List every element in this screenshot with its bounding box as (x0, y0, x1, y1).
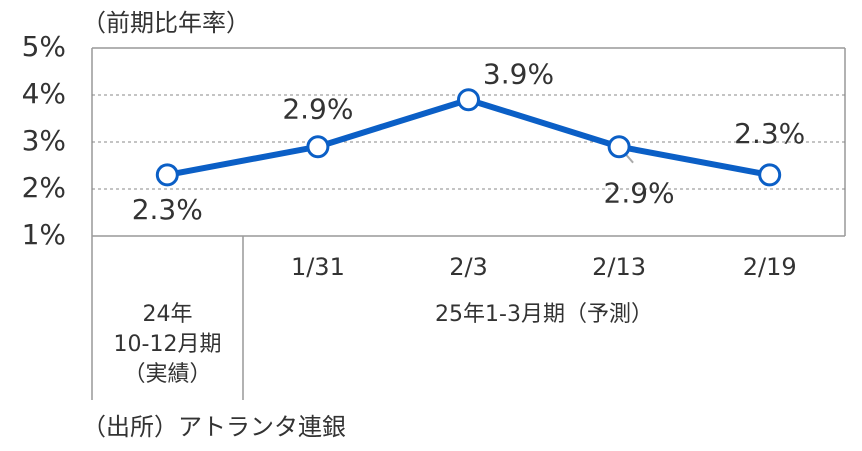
data-label: 2.9% (282, 93, 353, 126)
point (306, 135, 330, 159)
data-label: 3.9% (483, 58, 554, 91)
x-tick-label: 2/13 (592, 253, 646, 281)
category-group: 25年1-3月期（予測） (435, 302, 653, 327)
point (758, 163, 782, 187)
y-tick-label: 3% (22, 124, 66, 157)
point (607, 135, 631, 159)
y-tick-label: 1% (22, 218, 66, 251)
source: （出所）アトランタ連銀 (82, 413, 346, 441)
y-tick-label: 5% (22, 30, 66, 63)
y-axis-label: （前期比年率） (82, 9, 250, 37)
point (155, 163, 179, 187)
data-label: 2.9% (604, 177, 675, 210)
data-label: 2.3% (734, 117, 805, 150)
x-tick-label: 2/19 (743, 253, 797, 281)
x-tick-label: 1/31 (291, 253, 345, 281)
y-tick-label: 2% (22, 171, 66, 204)
point (457, 88, 480, 112)
data-label: 2.3% (132, 193, 203, 226)
category-label: 24年 10-12月期 （実績） (113, 302, 222, 387)
x-tick-label: 2/3 (449, 253, 488, 281)
y-tick-label: 4% (22, 77, 66, 110)
